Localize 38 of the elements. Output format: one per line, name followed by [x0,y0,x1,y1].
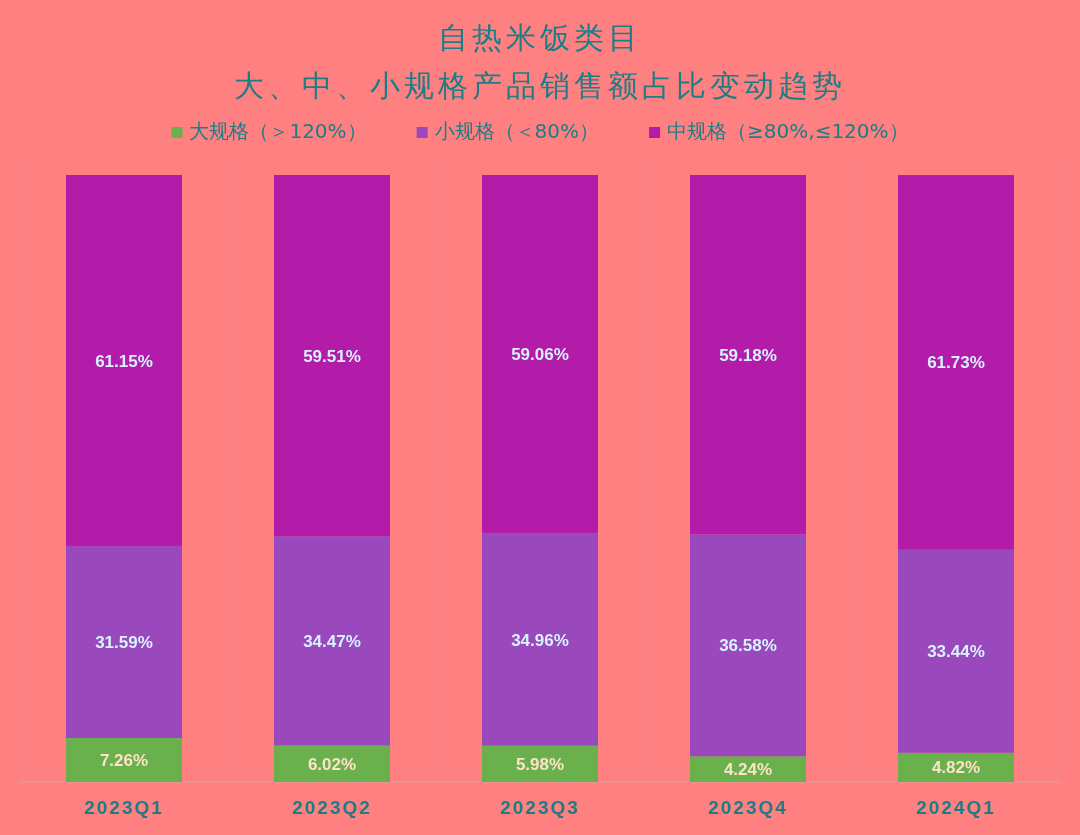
chart-title: 自热米饭类目 [438,20,642,55]
legend-label: 中规格（≥80%,≤120%） [667,119,909,143]
data-label: 31.59% [95,633,153,653]
data-label: 4.24% [723,760,773,780]
bar [66,175,182,547]
legend-label: 小规格（＜80%） [434,119,600,143]
data-label: 33.44% [927,642,985,662]
bar [690,175,806,535]
data-label: 7.26% [99,750,149,770]
bar [274,745,390,782]
bar [482,175,598,534]
bar [482,533,598,746]
data-label: 34.47% [303,631,361,651]
data-label: 4.82% [931,758,981,778]
bar [274,536,390,746]
bar [66,546,182,738]
x-tick-label: 2023Q3 [500,797,580,818]
data-label: 61.73% [927,353,985,373]
data-label: 61.15% [95,351,153,371]
legend-label: 大规格（＞120%） [189,119,367,143]
data-label: 36.58% [719,636,777,656]
chart-subtitle: 大、中、小规格产品销售额占比变动趋势 [234,68,846,103]
data-label: 59.06% [511,345,569,365]
x-tick-label: 2023Q4 [708,797,788,818]
data-label: 59.18% [719,345,777,365]
bar [898,549,1014,753]
data-label: 34.96% [511,630,569,650]
x-tick-label: 2023Q2 [292,797,372,818]
data-label: 6.02% [307,754,357,774]
bar [898,175,1014,550]
data-label: 59.51% [303,346,361,366]
bar [482,745,598,782]
x-tick-label: 2023Q1 [84,797,164,818]
x-tick-label: 2024Q1 [916,797,996,818]
bar [66,737,182,782]
bar [690,534,806,757]
bar [274,175,390,537]
data-label: 5.98% [515,754,565,774]
